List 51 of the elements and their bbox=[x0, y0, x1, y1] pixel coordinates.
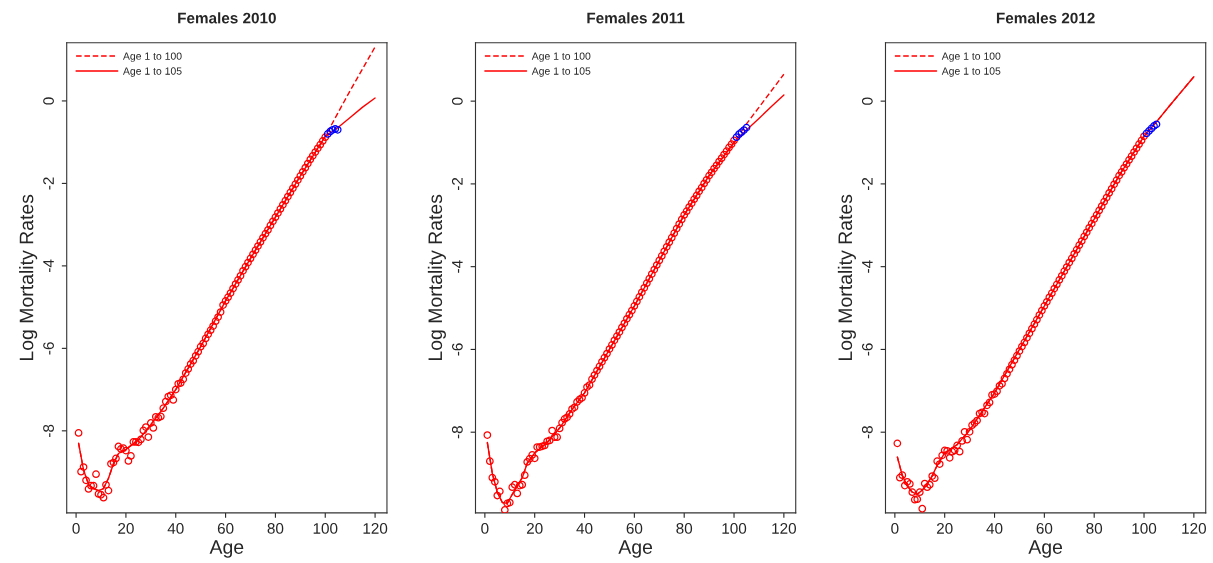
y-tick-label: -2 bbox=[861, 177, 873, 191]
x-tick-label: 0 bbox=[891, 523, 899, 534]
x-tick-label: 0 bbox=[481, 523, 489, 534]
x-tick-label: 80 bbox=[676, 523, 693, 534]
y-axis-title: Log Mortality Rates bbox=[427, 194, 446, 360]
x-tick-label: 40 bbox=[986, 523, 1003, 534]
y-tick-label: -6 bbox=[43, 342, 54, 355]
legend-label: Age 1 to 100 bbox=[122, 52, 182, 62]
x-tick-label: 100 bbox=[1132, 523, 1157, 534]
chart-title: Females 2012 bbox=[996, 12, 1095, 24]
x-axis-title: Age bbox=[209, 540, 244, 558]
x-tick-label: 100 bbox=[313, 523, 338, 534]
y-tick-label: -8 bbox=[861, 426, 873, 439]
x-tick-label: 60 bbox=[217, 523, 234, 534]
x-tick-label: 80 bbox=[1086, 523, 1103, 534]
y-tick-label: -2 bbox=[43, 177, 54, 190]
y-tick-label: -2 bbox=[451, 177, 463, 191]
x-tick-label: 120 bbox=[772, 523, 797, 534]
x-tick-label: 20 bbox=[936, 523, 953, 534]
chart-title: Females 2011 bbox=[587, 12, 685, 24]
y-tick-label: -6 bbox=[451, 343, 463, 356]
y-tick-label: 0 bbox=[43, 97, 54, 105]
y-tick-label: -6 bbox=[861, 343, 873, 356]
y-tick-label: -4 bbox=[862, 260, 873, 273]
legend-label: Age 1 to 100 bbox=[941, 52, 1001, 62]
legend-label: Age 1 to 100 bbox=[531, 52, 591, 62]
x-tick-label: 20 bbox=[118, 523, 134, 534]
legend-label: Age 1 to 105 bbox=[122, 67, 182, 77]
y-tick-label: 0 bbox=[861, 97, 873, 105]
y-tick-label: -8 bbox=[451, 426, 463, 439]
x-tick-label: 80 bbox=[267, 523, 284, 534]
x-tick-label: 120 bbox=[1182, 523, 1207, 534]
x-tick-label: 60 bbox=[626, 523, 643, 534]
chart-title: Females 2010 bbox=[178, 12, 276, 24]
y-axis-title: Log Mortality Rates bbox=[837, 194, 856, 360]
legend-label: Age 1 to 105 bbox=[531, 67, 591, 77]
y-tick-label: 0 bbox=[451, 97, 463, 105]
x-tick-label: 20 bbox=[526, 523, 543, 534]
y-tick-label: -8 bbox=[43, 424, 54, 437]
x-tick-label: 60 bbox=[1036, 523, 1053, 534]
y-axis-title: Log Mortality Rates bbox=[19, 194, 38, 360]
legend-label: Age 1 to 105 bbox=[941, 67, 1001, 77]
x-tick-label: 40 bbox=[576, 523, 593, 534]
x-tick-label: 0 bbox=[72, 523, 80, 534]
y-tick-label: -4 bbox=[452, 260, 463, 273]
x-tick-label: 120 bbox=[363, 523, 388, 534]
x-tick-label: 40 bbox=[167, 523, 184, 534]
x-axis-title: Age bbox=[1028, 540, 1063, 558]
x-tick-label: 100 bbox=[722, 523, 747, 534]
x-axis-title: Age bbox=[618, 540, 653, 558]
y-tick-label: -4 bbox=[43, 259, 54, 272]
